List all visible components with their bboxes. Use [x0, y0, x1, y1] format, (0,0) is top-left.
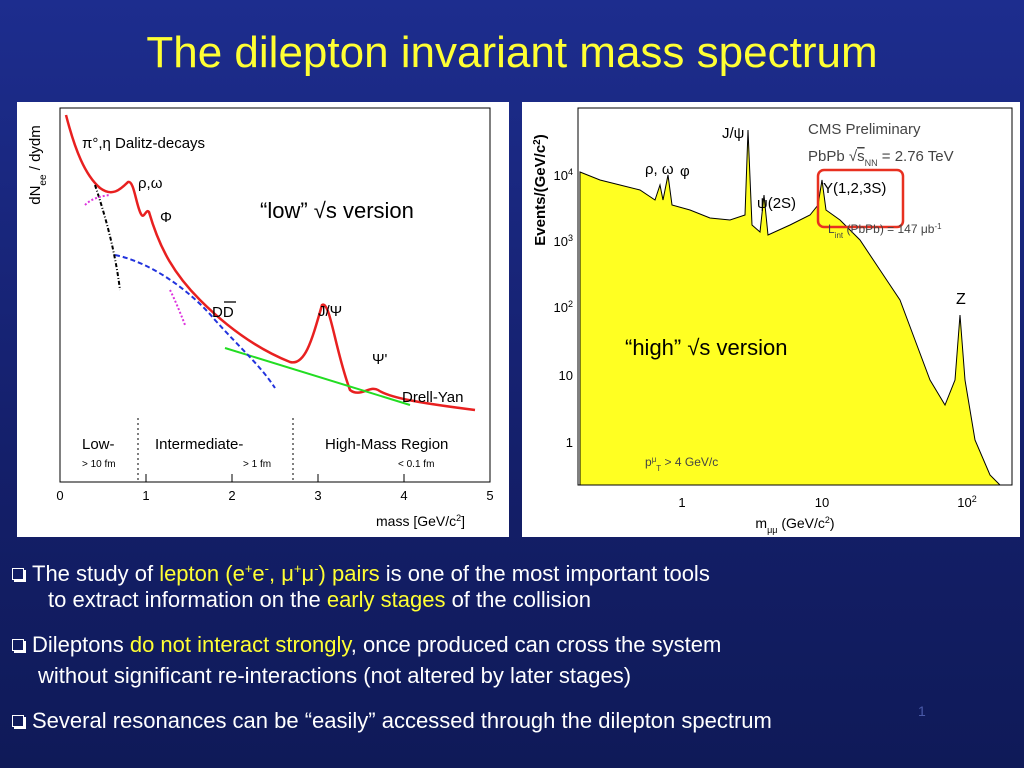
experiment: CMS Preliminary	[808, 121, 921, 138]
annotation: Ψ'	[372, 351, 388, 368]
y-tick-label: 103	[554, 233, 573, 249]
annotation: φ	[680, 163, 690, 180]
region-scale: > 10 fm	[82, 459, 116, 470]
drell-yan-curve	[224, 347, 411, 406]
region-name: High-Mass Region	[325, 436, 448, 453]
right-frame	[577, 107, 1013, 486]
annotation: J/ψ	[722, 125, 744, 142]
bullet-icon	[12, 639, 24, 651]
x-tick-label: 5	[486, 488, 493, 503]
text-run: -	[314, 561, 319, 576]
total-curve	[64, 114, 476, 412]
text-run: do not interact strongly	[129, 632, 351, 657]
dalitz-curve	[94, 184, 121, 291]
luminosity: Lint (PbPb) = 147 μb-1	[828, 222, 942, 240]
annotation: π°,η Dalitz-decays	[82, 135, 205, 152]
x-tick-label: 4	[400, 488, 407, 503]
y-tick-label: 102	[554, 299, 573, 315]
overlay-label: “low” √s version	[260, 198, 414, 223]
text-run: lepton (e	[159, 561, 245, 586]
annotation: Z	[956, 291, 966, 308]
left-panel	[17, 102, 509, 537]
left-ticks	[59, 474, 491, 482]
text-run: is one of the most important tools	[379, 561, 710, 586]
annotation: ρ, ω	[645, 161, 674, 178]
region-scale: > 1 fm	[243, 459, 271, 470]
bullet-line: Several resonances can be “easily” acces…	[12, 707, 772, 735]
text-run: -	[264, 561, 269, 576]
x-axis-label: mμμ (GeV/c2)	[755, 515, 834, 535]
x-tick-label: 2	[228, 488, 235, 503]
annotation: ρ,ω	[138, 175, 163, 192]
text-run: The study of	[32, 561, 160, 586]
text-run: Several resonances can be “easily” acces…	[32, 708, 772, 733]
y-axis-label: Events/(GeV/c2)	[532, 134, 550, 245]
y-tick-label: 10	[559, 368, 573, 383]
region-scale: < 0.1 fm	[398, 459, 434, 470]
text-run: without significant re-interactions (not…	[38, 663, 632, 688]
region-dividers	[137, 418, 294, 482]
left-frame	[59, 107, 491, 483]
cut: pμT > 4 GeV/c	[645, 455, 718, 473]
bullet-icon	[12, 715, 24, 727]
bullet-line: without significant re-interactions (not…	[38, 662, 631, 690]
text-run: of the collision	[445, 587, 591, 612]
vector-meson-curve	[84, 194, 186, 326]
upsilon-box	[816, 168, 905, 229]
y-tick-label: 104	[554, 167, 573, 183]
x-tick-label: 102	[957, 494, 976, 510]
x-tick-label: 0	[56, 488, 63, 503]
overlay-label: “high” √s version	[625, 335, 787, 360]
region-name: Low-	[82, 436, 115, 453]
slide-title: The dilepton invariant mass spectrum	[146, 28, 878, 77]
text-run: early stages	[326, 587, 446, 612]
annotation: DD	[212, 304, 234, 321]
text-run: +	[293, 561, 302, 576]
annotation: ψ(2S)	[757, 195, 796, 212]
bullet-line: to extract information on the early stag…	[48, 586, 591, 614]
text-run: Dileptons	[32, 632, 130, 657]
x-tick-label: 1	[142, 488, 149, 503]
bullet-line: Dileptons do not interact strongly, once…	[12, 631, 721, 659]
x-tick-label: 1	[678, 495, 685, 510]
text-run: +	[244, 561, 253, 576]
charm-curve	[114, 254, 276, 389]
system: PbPb √sNN = 2.76 TeV	[808, 148, 954, 168]
annotation: Φ	[160, 209, 172, 226]
bullet-line: The study of lepton (e+e-, μ+μ-) pairs i…	[12, 555, 710, 588]
text-run: to extract information on the	[48, 587, 327, 612]
annotation: Drell-Yan	[402, 389, 463, 406]
y-tick-label: 1	[566, 435, 573, 450]
text-run: e	[252, 561, 265, 586]
x-tick-label: 10	[815, 495, 829, 510]
region-name: Intermediate-	[155, 436, 243, 453]
annotation: Υ(1,2,3S)	[823, 180, 886, 197]
text-run: μ	[301, 561, 315, 586]
text-run: ) pairs	[318, 561, 380, 586]
text-run: , μ	[269, 561, 294, 586]
x-tick-label: 3	[314, 488, 321, 503]
y-axis-label: dNee / dydm	[27, 125, 49, 205]
annotation: J/Ψ	[318, 303, 342, 320]
histogram	[579, 129, 1002, 486]
text-run: , once produced can cross the system	[350, 632, 722, 657]
bullet-icon	[12, 568, 24, 580]
page-number: 1	[918, 703, 926, 719]
x-axis-label: mass [GeV/c2]	[376, 513, 465, 529]
